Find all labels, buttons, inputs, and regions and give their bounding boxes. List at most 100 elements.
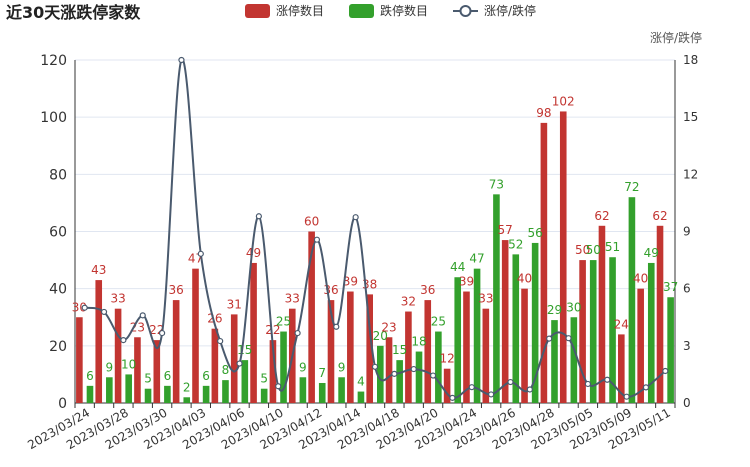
rise-bar [637,288,644,403]
ratio-point [507,378,514,386]
fall-data-label: 50 [586,243,601,257]
rise-bar [463,291,470,403]
rise-bar [95,280,103,403]
fall-bar [164,385,171,403]
ratio-point [275,383,282,390]
ratio-point [81,304,88,311]
fall-bar [570,317,578,403]
legend-marker [459,5,472,17]
ratio-point [449,394,456,401]
fall-data-label: 6 [164,369,172,383]
fall-bar [493,194,500,403]
rise-bar [134,337,141,403]
fall-data-label: 73 [489,177,504,191]
rise-bar [230,314,238,403]
rise-data-label: 31 [227,297,242,311]
ratio-point [488,391,495,398]
rise-data-label: 50 [575,243,590,257]
ratio-point [429,372,437,379]
ratio-point [623,393,630,400]
y-left-tick-label: 40 [49,282,67,298]
rise-bar [76,317,83,403]
rise-bar [192,268,199,403]
fall-bar [473,268,481,403]
y-left-tick-label: 0 [58,396,67,412]
rise-bar [366,294,373,403]
fall-data-label: 47 [469,252,484,266]
ratio-point [546,335,553,342]
rise-data-label: 33 [285,292,300,306]
ratio-point [158,329,166,337]
legend-label: 涨停数目 [276,3,324,18]
rise-data-label: 39 [459,275,474,289]
ratio-point [604,376,611,383]
rise-bar [347,291,354,403]
fall-data-label: 4 [357,375,365,389]
fall-bar [241,360,249,403]
rise-bar [172,300,180,403]
fall-data-label: 49 [644,246,659,260]
rise-bar [424,300,432,403]
rise-data-label: 98 [536,106,551,120]
fall-bar [357,391,365,403]
fall-bar [202,385,210,403]
y-right-tick-label: 18 [683,53,698,67]
rise-bar [482,308,490,403]
fall-bar [589,260,597,403]
rise-bar [579,260,586,403]
rise-data-label: 39 [343,275,358,289]
rise-data-label: 30 [72,300,87,314]
fall-bar [299,377,307,403]
legend-label: 跌停数目 [380,3,428,18]
fall-data-label: 25 [431,315,446,329]
legend-item: 跌停数目 [349,3,428,18]
fall-data-label: 5 [144,372,152,386]
legend-swatch [349,4,374,18]
fall-bar [647,262,655,403]
fall-bar [183,397,191,403]
rise-data-label: 62 [652,209,667,223]
fall-bar [260,388,268,403]
fall-bar [415,351,423,403]
rise-bar [153,340,161,403]
legend-item: 涨停/跌停 [453,3,536,18]
ratio-point [410,365,417,373]
fall-bar [125,374,132,403]
fall-data-label: 15 [237,343,252,357]
rise-data-label: 60 [304,215,319,229]
fall-bar [628,197,636,403]
rise-data-label: 40 [633,272,648,286]
rise-data-label: 12 [439,352,454,366]
rise-data-label: 36 [169,283,184,297]
ratio-point [526,386,533,393]
y-right-tick-label: 0 [683,396,691,410]
fall-data-label: 52 [508,237,523,251]
ratio-point [313,236,321,243]
ratio-point [217,337,224,345]
rise-bar [250,262,257,403]
rise-data-label: 49 [246,246,261,260]
ratio-point [371,363,379,370]
ratio-point [584,380,592,388]
rise-data-label: 24 [614,317,629,331]
fall-data-label: 10 [121,357,136,371]
y-right-tick-label: 15 [683,110,698,124]
rise-bar [405,311,412,403]
ratio-point [352,214,359,221]
y-right-tick-label: 3 [683,339,691,353]
rise-bar [308,231,315,403]
legend-swatch [245,4,270,18]
fall-bar [222,380,229,403]
data-labels: 3064393310235226362476268311549522253396… [72,94,679,394]
rise-bar [385,337,393,403]
fall-data-label: 72 [624,180,639,194]
ratio-point [139,312,146,319]
ratio-line [81,56,669,401]
rise-data-label: 40 [517,272,532,286]
rise-bar [443,368,451,403]
rise-bar [501,240,509,403]
legend-label: 涨停/跌停 [484,3,536,18]
fall-data-label: 18 [411,335,426,349]
fall-bar [531,242,539,403]
